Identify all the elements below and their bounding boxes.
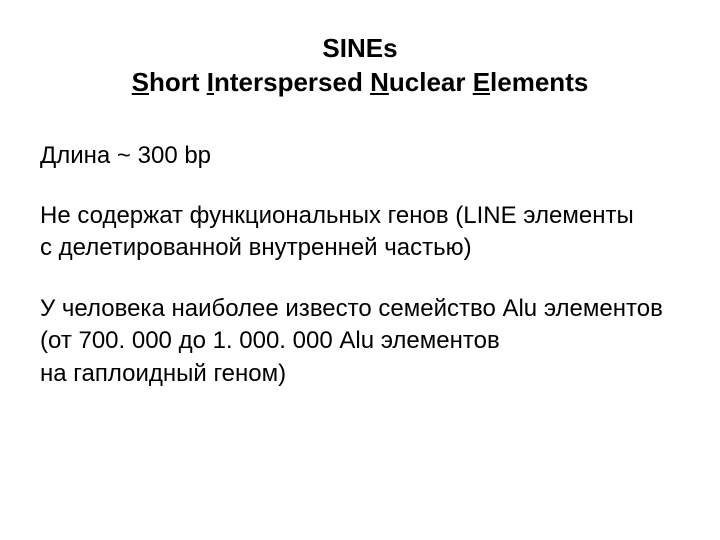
title-nterspersed: nterspersed (214, 67, 370, 97)
para3-line1: У человека наиболее извеcто семейство Al… (40, 293, 680, 325)
title-n: N (370, 67, 389, 97)
title-s: S (132, 67, 149, 97)
title-hort: hort (149, 67, 207, 97)
para3-line2: (от 700. 000 до 1. 000. 000 Alu элементо… (40, 325, 680, 357)
para2-line1: Не содержат функциональных генов (LINE э… (40, 200, 680, 232)
paragraph-1: Длина ~ 300 bp (40, 140, 680, 172)
title-lements: lements (490, 67, 588, 97)
title-uclear: uclear (389, 67, 473, 97)
title-e: E (473, 67, 490, 97)
para3-line3: на гаплоидный геном) (40, 358, 680, 390)
title-line-2: Short Interspersed Nuclear Elements (100, 66, 620, 100)
para2-line2: с делетированной внутренней частью) (40, 232, 680, 264)
paragraph-3: У человека наиболее извеcто семейство Al… (40, 293, 680, 390)
title-block: SINEs Short Interspersed Nuclear Element… (40, 32, 680, 100)
paragraph-2: Не содержат функциональных генов (LINE э… (40, 200, 680, 265)
title-i: I (207, 67, 214, 97)
title-line-1: SINEs (100, 32, 620, 66)
